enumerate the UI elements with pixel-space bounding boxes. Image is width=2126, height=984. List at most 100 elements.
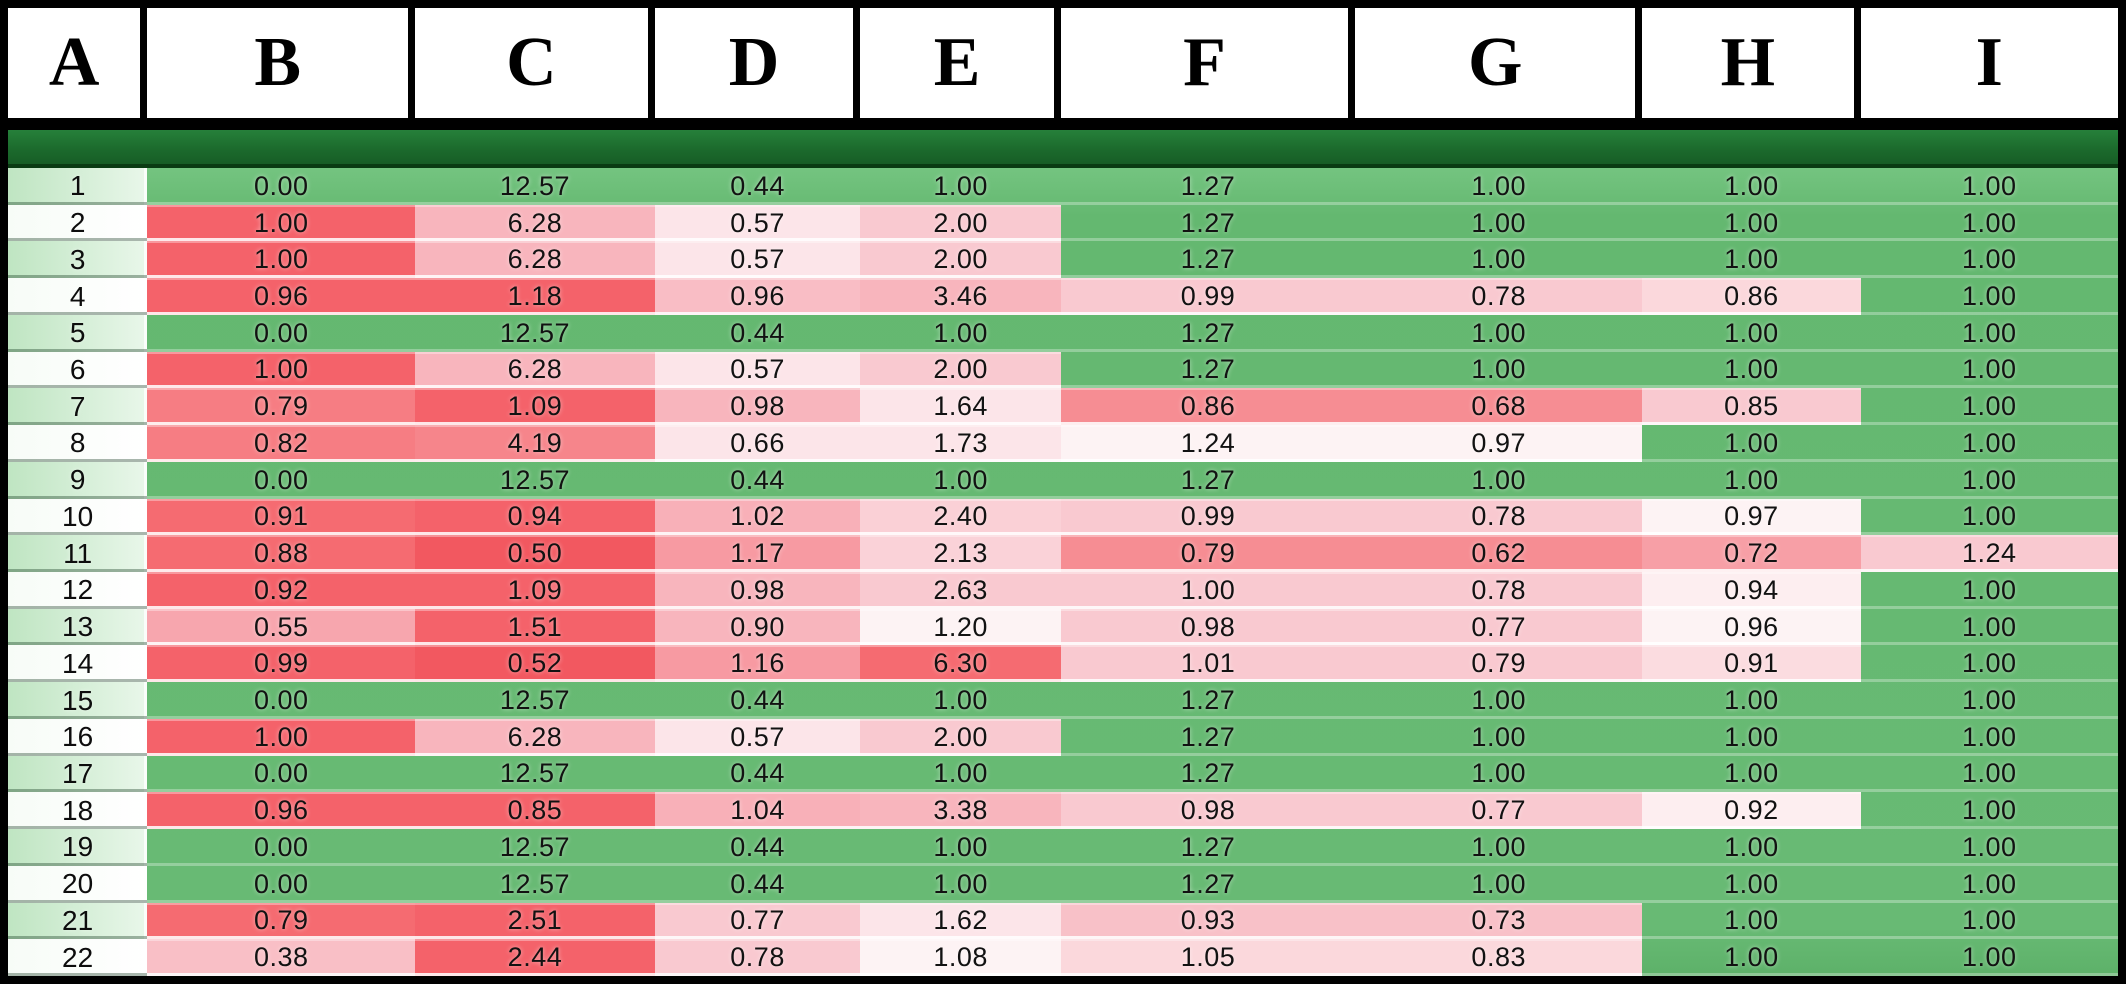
cell-F5[interactable]: 1.27	[1061, 315, 1355, 352]
cell-G2[interactable]: 1.00	[1355, 205, 1642, 242]
cell-E11[interactable]: 2.13	[860, 535, 1061, 572]
cell-I12[interactable]: 1.00	[1861, 572, 2118, 609]
cell-H8[interactable]: 1.00	[1642, 425, 1860, 462]
cell-B14[interactable]: 0.99	[147, 645, 416, 683]
cell-F11[interactable]: 0.79	[1060, 535, 1356, 572]
cell-G9[interactable]: 1.00	[1355, 462, 1642, 499]
cell-I4[interactable]: 1.00	[1861, 278, 2118, 315]
cell-E16[interactable]: 2.00	[860, 718, 1061, 756]
row-number-12[interactable]: 12	[8, 571, 148, 609]
cell-C5[interactable]: 12.57	[415, 315, 654, 352]
cell-C16[interactable]: 6.28	[415, 718, 655, 756]
row-number-10[interactable]: 10	[8, 498, 148, 536]
row-number-20[interactable]: 20	[8, 865, 148, 903]
cell-C9[interactable]: 12.57	[415, 462, 654, 499]
cell-D13[interactable]: 0.90	[654, 608, 861, 646]
cell-D19[interactable]: 0.44	[655, 829, 861, 866]
cell-F17[interactable]: 1.27	[1061, 756, 1355, 793]
cell-D4[interactable]: 0.96	[654, 278, 861, 315]
cell-E18[interactable]: 3.38	[860, 792, 1061, 830]
cell-E15[interactable]: 1.00	[860, 682, 1060, 719]
cell-B19[interactable]: 0.00	[147, 829, 415, 866]
row-number-3[interactable]: 3	[8, 241, 148, 279]
cell-G15[interactable]: 1.00	[1355, 682, 1642, 719]
cell-G8[interactable]: 0.97	[1355, 425, 1643, 462]
cell-D17[interactable]: 0.44	[655, 756, 861, 793]
cell-F1[interactable]: 1.27	[1061, 168, 1355, 205]
cell-D7[interactable]: 0.98	[654, 388, 861, 426]
cell-E5[interactable]: 1.00	[860, 315, 1060, 352]
row-number-21[interactable]: 21	[8, 902, 148, 940]
row-number-2[interactable]: 2	[8, 204, 148, 242]
cell-E4[interactable]: 3.46	[860, 278, 1061, 315]
cell-F9[interactable]: 1.27	[1061, 462, 1355, 499]
cell-F12[interactable]: 1.00	[1060, 571, 1356, 609]
cell-I14[interactable]: 1.00	[1861, 645, 2118, 682]
row-number-7[interactable]: 7	[8, 388, 148, 426]
cell-H16[interactable]: 1.00	[1642, 719, 1860, 756]
cell-H4[interactable]: 0.86	[1642, 278, 1861, 315]
cell-C2[interactable]: 6.28	[415, 204, 655, 242]
row-number-22[interactable]: 22	[8, 939, 148, 976]
cell-H15[interactable]: 1.00	[1642, 682, 1860, 719]
column-header-I[interactable]: I	[1860, 8, 2118, 118]
row-number-8[interactable]: 8	[8, 425, 148, 462]
cell-F20[interactable]: 1.27	[1061, 866, 1355, 903]
cell-F22[interactable]: 1.05	[1060, 939, 1356, 976]
cell-G16[interactable]: 1.00	[1355, 719, 1642, 756]
column-header-E[interactable]: E	[860, 8, 1061, 118]
cell-G11[interactable]: 0.62	[1355, 535, 1643, 572]
cell-H13[interactable]: 0.96	[1642, 608, 1861, 646]
cell-C15[interactable]: 12.57	[415, 682, 654, 719]
row-number-17[interactable]: 17	[8, 755, 148, 793]
cell-C20[interactable]: 12.57	[415, 866, 654, 903]
cell-D1[interactable]: 0.44	[655, 168, 861, 205]
cell-F16[interactable]: 1.27	[1061, 719, 1355, 756]
cell-I20[interactable]: 1.00	[1861, 866, 2118, 903]
cell-I1[interactable]: 1.00	[1861, 168, 2118, 205]
cell-D22[interactable]: 0.78	[654, 939, 861, 976]
cell-G5[interactable]: 1.00	[1355, 315, 1642, 352]
column-header-F[interactable]: F	[1060, 8, 1356, 118]
row-number-16[interactable]: 16	[8, 718, 148, 756]
cell-E1[interactable]: 1.00	[860, 168, 1060, 205]
cell-G7[interactable]: 0.68	[1355, 388, 1643, 426]
cell-D6[interactable]: 0.57	[654, 351, 861, 389]
cell-B9[interactable]: 0.00	[147, 462, 415, 499]
cell-D10[interactable]: 1.02	[654, 498, 861, 536]
cell-E7[interactable]: 1.64	[860, 388, 1061, 426]
cell-G20[interactable]: 1.00	[1355, 866, 1642, 903]
cell-I13[interactable]: 1.00	[1861, 609, 2118, 646]
column-header-C[interactable]: C	[415, 8, 655, 118]
row-number-11[interactable]: 11	[8, 535, 148, 572]
cell-G18[interactable]: 0.77	[1355, 792, 1643, 830]
cell-H5[interactable]: 1.00	[1642, 315, 1860, 352]
cell-G13[interactable]: 0.77	[1355, 608, 1643, 646]
cell-C13[interactable]: 1.51	[415, 608, 655, 646]
cell-G21[interactable]: 0.73	[1355, 902, 1643, 940]
cell-C21[interactable]: 2.51	[415, 902, 655, 940]
cell-H19[interactable]: 1.00	[1642, 829, 1860, 866]
cell-C7[interactable]: 1.09	[415, 388, 655, 426]
cell-E12[interactable]: 2.63	[860, 571, 1061, 609]
cell-I10[interactable]: 1.00	[1861, 499, 2118, 536]
cell-D2[interactable]: 0.57	[654, 204, 861, 242]
cell-H21[interactable]: 1.00	[1642, 903, 1860, 940]
column-header-H[interactable]: H	[1642, 8, 1861, 118]
cell-I22[interactable]: 1.00	[1861, 939, 2118, 976]
row-number-1[interactable]: 1	[8, 168, 148, 205]
cell-E19[interactable]: 1.00	[860, 829, 1060, 866]
cell-I11[interactable]: 1.24	[1860, 535, 2118, 572]
cell-F14[interactable]: 1.01	[1060, 645, 1356, 683]
cell-H3[interactable]: 1.00	[1642, 241, 1860, 278]
cell-H11[interactable]: 0.72	[1642, 535, 1861, 572]
cell-E10[interactable]: 2.40	[860, 498, 1061, 536]
cell-B7[interactable]: 0.79	[147, 388, 416, 426]
cell-G10[interactable]: 0.78	[1355, 498, 1643, 536]
cell-B21[interactable]: 0.79	[147, 902, 416, 940]
cell-B2[interactable]: 1.00	[147, 204, 416, 242]
cell-B8[interactable]: 0.82	[147, 425, 416, 462]
cell-D8[interactable]: 0.66	[654, 425, 861, 462]
cell-I16[interactable]: 1.00	[1861, 719, 2118, 756]
cell-G17[interactable]: 1.00	[1355, 756, 1642, 793]
